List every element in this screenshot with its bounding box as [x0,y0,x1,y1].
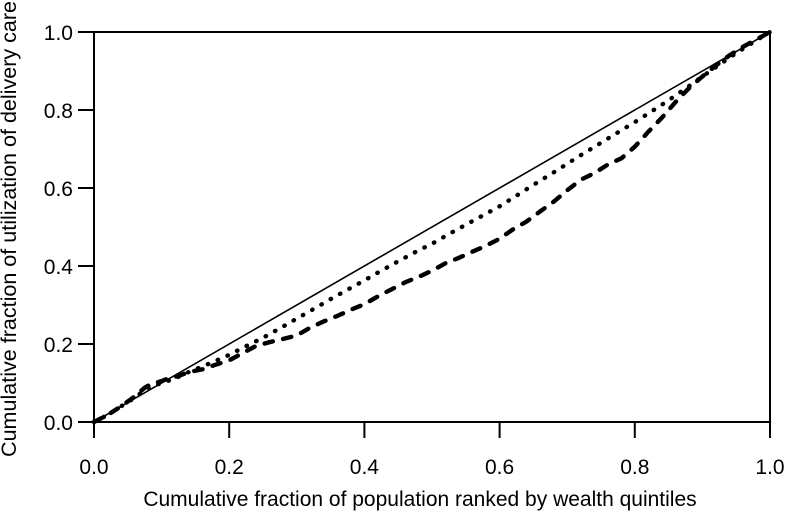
x-tick-label: 0.0 [79,456,108,479]
axis-ticks [78,31,771,438]
x-tick-label: 0.6 [485,456,514,479]
line-of-equality [93,31,771,423]
y-tick-label: 0.8 [44,100,73,123]
y-tick-label: 0.4 [44,256,74,279]
x-axis-title: Cumulative fraction of population ranked… [143,488,696,511]
plot-area-border [93,31,771,423]
x-tick-label: 1.0 [755,456,784,479]
axis-tick-labels: 0.0 0.2 0.4 0.6 0.8 1.0 0.0 0.2 0.4 0.6 0.8 1.0 [44,22,785,479]
x-tick-label: 0.2 [215,456,244,479]
plot-frame [93,31,771,423]
chart-curves [91,29,773,425]
y-tick-label: 1.0 [44,22,73,45]
concentration-curve-dashed [91,29,773,425]
y-tick-label: 0.2 [44,334,73,357]
concentration-curve-dotted [91,29,773,425]
y-tick-label: 0.6 [44,178,73,201]
x-tick-label: 0.4 [350,456,380,479]
y-axis-title: Cumulative fraction of utilization of de… [0,1,21,457]
y-tick-label: 0.0 [44,412,73,435]
x-tick-label: 0.8 [620,456,649,479]
